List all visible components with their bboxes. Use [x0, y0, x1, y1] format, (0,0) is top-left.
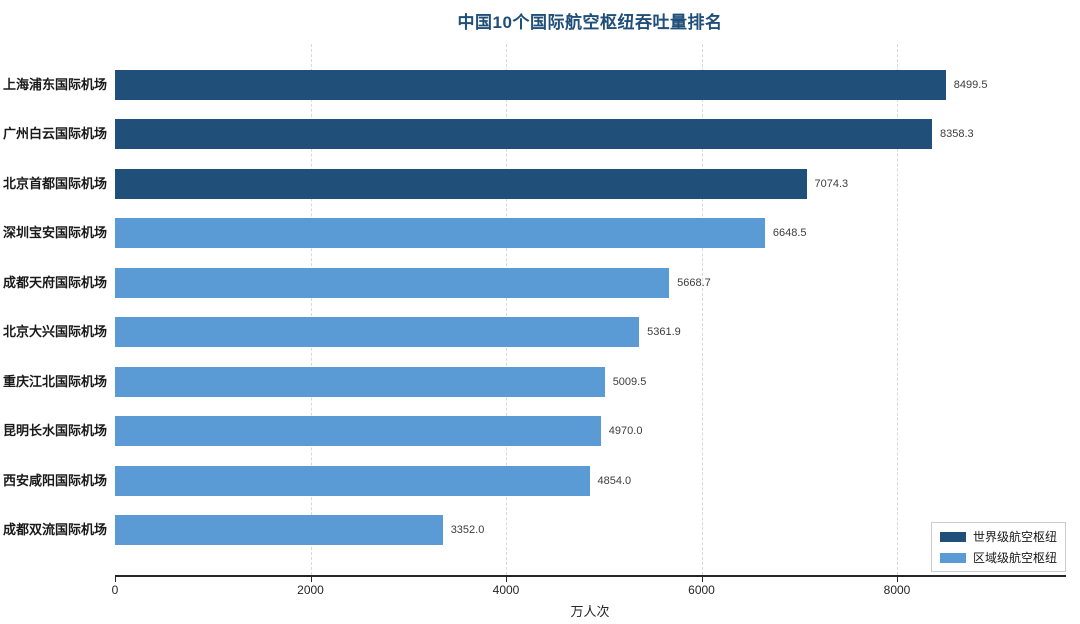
y-label-1: 广州白云国际机场 [2, 126, 107, 142]
y-label-5: 北京大兴国际机场 [2, 324, 107, 340]
x-tick-label-6000: 6000 [688, 583, 715, 597]
bar-3 [115, 218, 765, 249]
x-axis-title: 万人次 [570, 604, 610, 619]
x-tick-label-8000: 8000 [883, 583, 911, 597]
gridline-x-4000 [506, 44, 507, 575]
gridline-x-6000 [701, 44, 703, 575]
legend-item-world: 世界级航空枢纽 [940, 528, 1057, 545]
bar-9 [115, 515, 443, 545]
x-tick-8000 [897, 577, 898, 582]
y-label-0: 上海浦东国际机场 [2, 77, 107, 92]
y-label-8: 西安咸阳国际机场 [2, 472, 107, 488]
y-label-6: 重庆江北国际机场 [2, 373, 107, 389]
bar-value-1: 8358.3 [940, 128, 974, 141]
bar-value-5: 5361.9 [647, 326, 681, 339]
gridline-x-8000 [897, 44, 898, 575]
y-label-3: 深圳宝安国际机场 [2, 225, 107, 241]
bar-value-0: 8499.5 [953, 79, 988, 91]
y-label-4: 成都天府国际机场 [2, 274, 107, 290]
bar-value-3: 6648.5 [772, 227, 807, 240]
bar-8 [115, 465, 590, 496]
y-label-2: 北京首都国际机场 [2, 175, 107, 191]
y-label-7: 昆明长水国际机场 [2, 423, 107, 439]
gridline-x-2000 [310, 44, 312, 575]
legend-label-regional: 区域级航空枢纽 [973, 551, 1058, 565]
bar-1 [115, 119, 932, 150]
bar-6 [115, 366, 605, 397]
x-tick-4000 [506, 577, 507, 582]
bar-value-6: 5009.5 [612, 375, 647, 388]
legend-label-world: 世界级航空枢纽 [973, 530, 1058, 544]
x-tick-2000 [310, 577, 312, 582]
x-tick-0 [115, 577, 116, 582]
plot-area: 8499.5 8358.3 7074.3 6648.5 5668.7 5361.9 5009… [115, 44, 1065, 575]
legend: 世界级航空枢纽 区域级航空枢纽 [931, 522, 1066, 572]
bar-0 [115, 70, 946, 100]
x-tick-6000 [701, 577, 703, 582]
bar-value-2: 7074.3 [814, 177, 849, 190]
x-axis-line [115, 575, 1066, 577]
legend-item-regional: 区域级航空枢纽 [940, 549, 1057, 566]
x-tick-label-4000: 4000 [492, 583, 520, 597]
bar-5 [115, 317, 640, 348]
legend-swatch-regional [940, 552, 966, 563]
bar-4 [115, 267, 670, 298]
bar-2 [115, 168, 807, 199]
y-label-9: 成都双流国际机场 [2, 522, 107, 537]
x-tick-label-0: 0 [111, 583, 119, 597]
bar-value-9: 3352.0 [450, 524, 485, 536]
legend-swatch-world [940, 531, 966, 542]
bar-value-7: 4970.0 [608, 425, 643, 438]
bar-value-8: 4854.0 [597, 474, 632, 487]
bar-value-4: 5668.7 [677, 276, 711, 289]
x-tick-label-2000: 2000 [297, 583, 324, 597]
bar-7 [115, 416, 601, 447]
chart-title: 中国10个国际航空枢纽吞吐量排名 [457, 13, 723, 32]
